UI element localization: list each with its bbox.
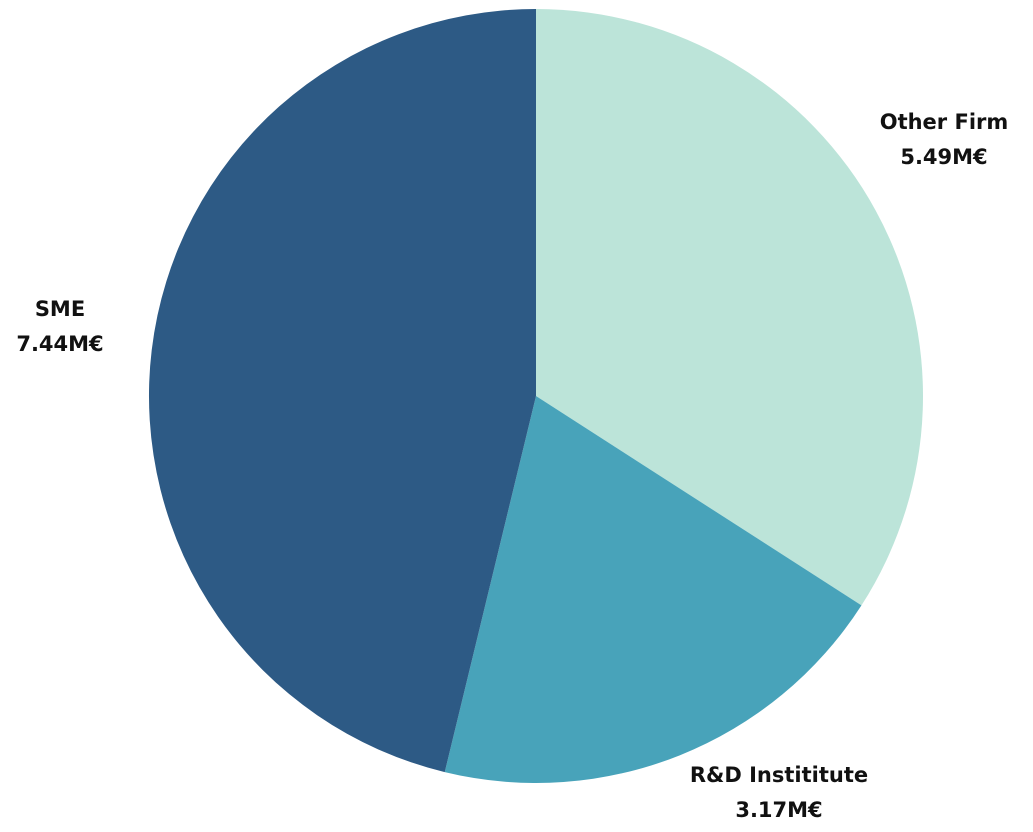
slice-label-other-firm: Other Firm bbox=[880, 110, 1009, 134]
slice-value-sme: 7.44M€ bbox=[16, 332, 103, 356]
pie-slice-sme[interactable] bbox=[148, 8, 536, 773]
slice-label-r-d-instititute: R&D Instititute bbox=[690, 763, 868, 787]
pie-slice-other-firm[interactable] bbox=[536, 9, 923, 606]
pie-slice-r-d-instititute[interactable] bbox=[444, 396, 862, 784]
slice-value-other-firm: 5.49M€ bbox=[900, 145, 987, 169]
slice-label-sme: SME bbox=[35, 297, 85, 321]
slice-value-r-d-instititute: 3.17M€ bbox=[735, 798, 822, 822]
